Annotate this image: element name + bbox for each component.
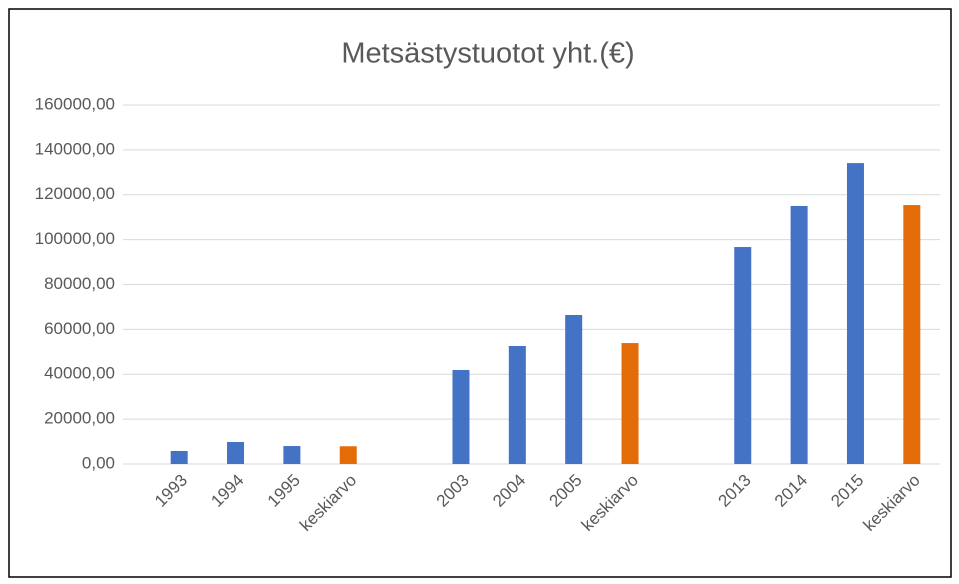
y-tick-label: 40000,00 — [44, 364, 115, 383]
bar — [903, 205, 921, 465]
bar — [283, 446, 301, 464]
x-tick-label: keskiarvo — [860, 471, 924, 535]
bar — [452, 369, 470, 464]
y-tick-label: 0,00 — [82, 453, 115, 472]
y-tick-label: 160000,00 — [35, 94, 115, 113]
bar — [565, 315, 583, 464]
bar — [227, 442, 245, 464]
frame — [8, 8, 952, 578]
y-tick-label: 140000,00 — [35, 139, 115, 158]
bar — [846, 163, 864, 464]
x-tick-label: 2014 — [771, 471, 811, 511]
x-tick-label: keskiarvo — [578, 471, 642, 535]
bar — [790, 205, 808, 464]
x-tick-label: 2004 — [489, 471, 529, 511]
bar — [508, 345, 526, 464]
y-tick-label: 120000,00 — [35, 184, 115, 203]
y-tick-label: 80000,00 — [44, 274, 115, 293]
x-tick-label: 2015 — [827, 471, 867, 511]
bar — [339, 446, 357, 464]
x-tick-label: 2013 — [715, 471, 755, 511]
bar — [170, 450, 188, 464]
x-tick-label: 2005 — [545, 471, 585, 511]
y-tick-label: 60000,00 — [44, 319, 115, 338]
x-tick-label: 1995 — [264, 471, 304, 511]
x-tick-label: 1993 — [151, 471, 191, 511]
bar — [621, 343, 639, 464]
chart-title: Metsästystuotot yht.(€) — [341, 38, 634, 70]
bar — [734, 247, 752, 464]
x-tick-label: 1994 — [207, 471, 247, 511]
x-tick-label: 2003 — [433, 471, 473, 511]
y-tick-label: 100000,00 — [35, 229, 115, 248]
x-tick-label: keskiarvo — [296, 471, 360, 535]
y-tick-label: 20000,00 — [44, 409, 115, 428]
